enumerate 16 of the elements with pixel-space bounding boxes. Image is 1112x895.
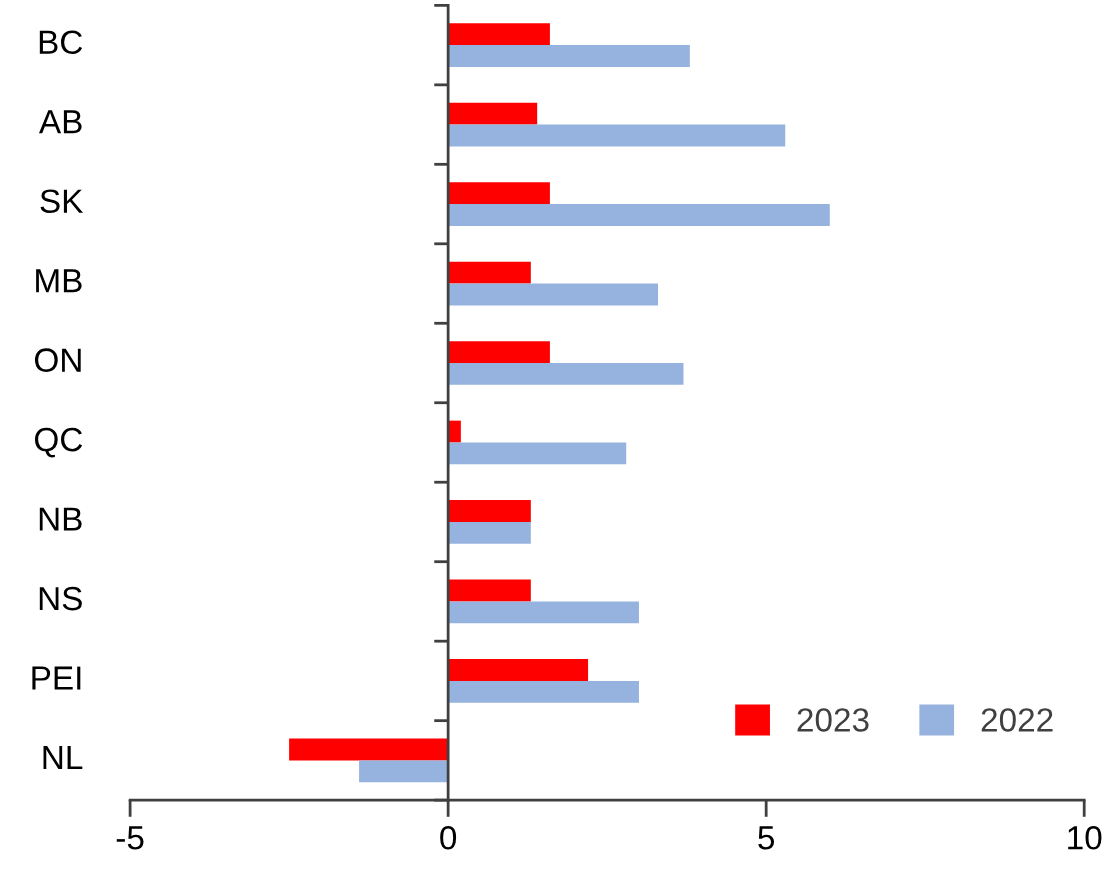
y-tick-label: NL bbox=[43, 746, 83, 770]
x-tick-label: -5 bbox=[116, 826, 144, 850]
x-tick-label: 0 bbox=[440, 826, 457, 850]
y-tick-label: MB bbox=[36, 269, 82, 293]
y-tick-label: QC bbox=[34, 427, 83, 458]
y-tick-label: BC bbox=[39, 30, 83, 55]
y-tick-label: SK bbox=[40, 189, 84, 214]
y-tick-label: ON bbox=[34, 348, 81, 372]
x-tick-label: 10 bbox=[1068, 826, 1102, 850]
y-tick-label: PEI bbox=[32, 666, 81, 690]
y-tick-label: NB bbox=[39, 507, 82, 531]
legend-label: 2023 bbox=[797, 708, 869, 732]
y-tick-label: AB bbox=[39, 110, 82, 134]
x-tick-label: 5 bbox=[758, 826, 775, 850]
y-tick-label: NS bbox=[39, 586, 82, 611]
legend-label: 2022 bbox=[981, 708, 1053, 732]
